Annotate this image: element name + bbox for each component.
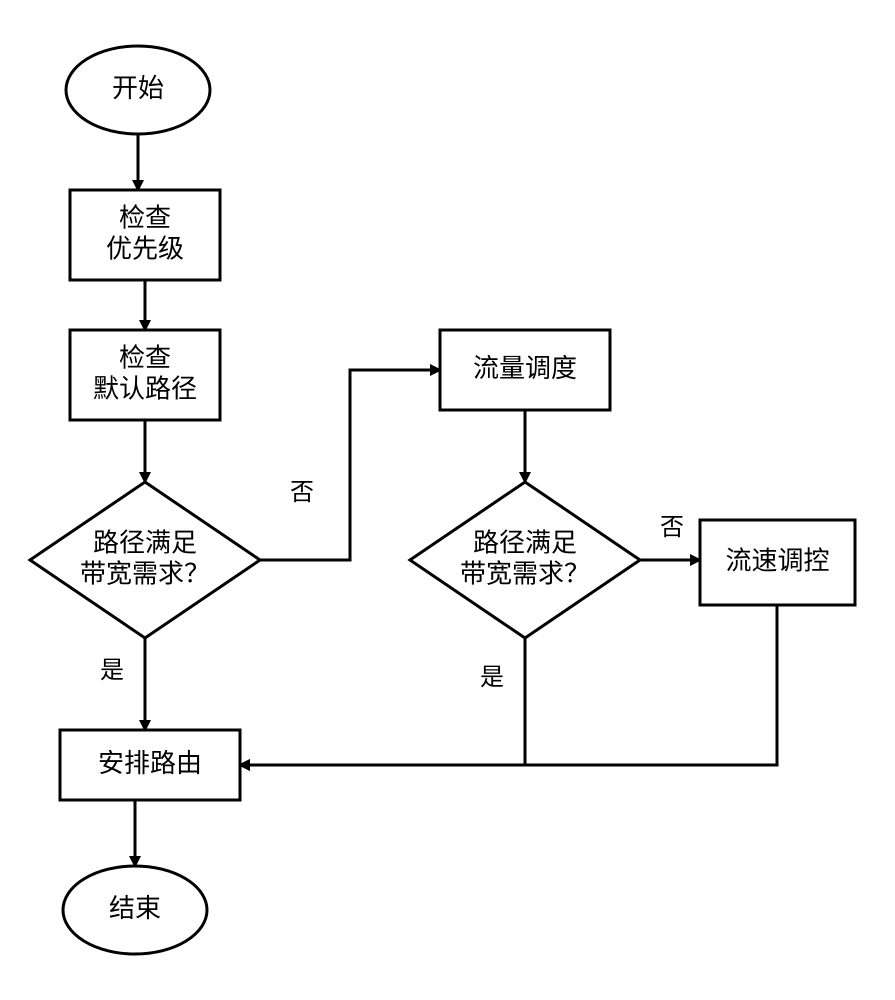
node-route-label: 安排路由 bbox=[98, 748, 202, 778]
node-check_prio-label: 优先级 bbox=[106, 233, 184, 263]
node-d2-label: 路径满足 bbox=[473, 527, 577, 557]
node-d1-label: 带宽需求？ bbox=[80, 558, 210, 588]
node-check_path-label: 默认路径 bbox=[93, 373, 197, 403]
node-start-label: 开始 bbox=[112, 73, 164, 103]
node-schedule-label: 流量调度 bbox=[473, 353, 577, 383]
edge-label: 否 bbox=[660, 514, 684, 541]
edge-label: 是 bbox=[100, 657, 124, 684]
node-rate_ctrl-label: 流速调控 bbox=[725, 545, 829, 575]
flowchart-canvas: 是否否是开始检查优先级检查默认路径路径满足带宽需求？流量调度路径满足带宽需求？流… bbox=[0, 0, 895, 1000]
edge bbox=[240, 638, 525, 765]
node-d2-label: 带宽需求？ bbox=[460, 558, 590, 588]
edge-label: 是 bbox=[480, 664, 504, 691]
node-check_path-label: 检查 bbox=[119, 342, 171, 372]
edge bbox=[240, 605, 777, 765]
node-end-label: 结束 bbox=[109, 893, 161, 923]
node-check_prio-label: 检查 bbox=[119, 202, 171, 232]
edge-label: 否 bbox=[290, 479, 314, 506]
node-d1-label: 路径满足 bbox=[93, 527, 197, 557]
edge bbox=[260, 370, 440, 560]
